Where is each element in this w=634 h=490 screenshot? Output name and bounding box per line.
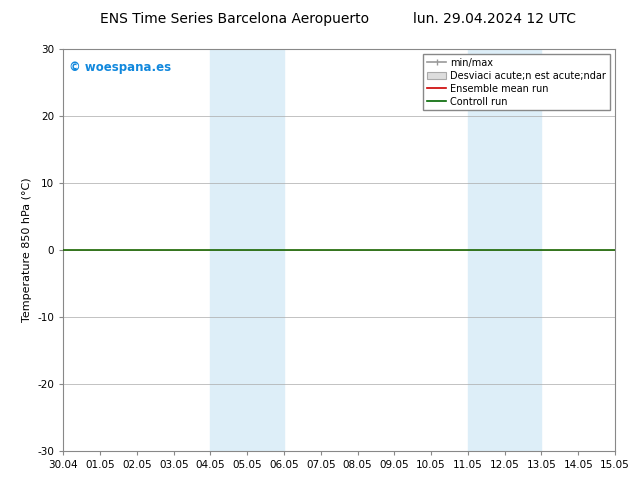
Text: lun. 29.04.2024 12 UTC: lun. 29.04.2024 12 UTC xyxy=(413,12,576,26)
Y-axis label: Temperature 850 hPa (°C): Temperature 850 hPa (°C) xyxy=(22,177,32,322)
Legend: min/max, Desviaci acute;n est acute;ndar, Ensemble mean run, Controll run: min/max, Desviaci acute;n est acute;ndar… xyxy=(423,54,610,110)
Text: © woespana.es: © woespana.es xyxy=(69,61,171,74)
Bar xyxy=(468,49,541,451)
Text: ENS Time Series Barcelona Aeropuerto: ENS Time Series Barcelona Aeropuerto xyxy=(100,12,369,26)
Bar xyxy=(210,49,284,451)
